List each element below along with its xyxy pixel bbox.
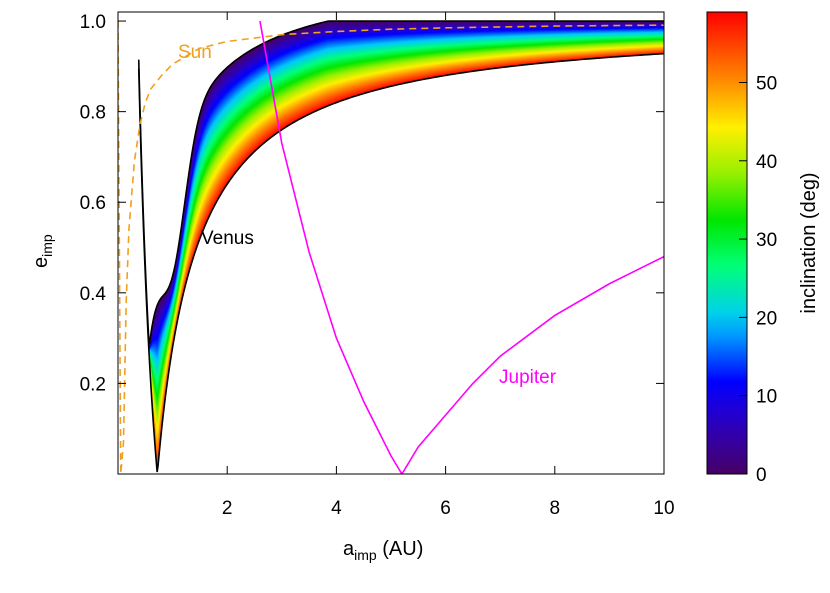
y-axis-label: eimp	[30, 234, 55, 268]
curve-jupiter	[259, 20, 664, 474]
x-tick-label: 4	[331, 498, 342, 519]
colorbar-label: inclination (deg)	[798, 172, 820, 313]
sun-label: Sun	[178, 42, 212, 63]
colorbar-tick-label: 30	[756, 230, 777, 251]
curves	[118, 20, 664, 474]
colorbar-tick-label: 20	[756, 308, 777, 329]
venus-inclination-fill	[137, 20, 664, 473]
x-tick-label: 6	[440, 498, 451, 519]
venus-label: Venus	[201, 228, 254, 249]
colorbar-tick-label: 40	[756, 152, 777, 173]
y-tick-label: 0.4	[80, 284, 107, 305]
plot-frame	[117, 11, 665, 475]
y-tick-label: 0.6	[80, 193, 106, 214]
jupiter-label: Jupiter	[499, 367, 557, 388]
y-tick-label: 0.8	[80, 103, 106, 124]
colorbar-tick-label: 0	[756, 465, 767, 486]
colorbar-ticks: 0 10 20 30 40 50	[739, 73, 777, 486]
colorbar	[706, 11, 748, 475]
x-tick-label: 2	[222, 498, 233, 519]
venus-boundary-high	[137, 20, 664, 344]
axis-ticks: 2 4 6 8 10 0.2 0.4 0.6 0.8 1.0	[80, 12, 675, 519]
x-tick-label: 10	[653, 498, 674, 519]
y-tick-label: 1.0	[80, 12, 106, 33]
x-tick-label: 8	[550, 498, 561, 519]
colorbar-tick-label: 10	[756, 387, 777, 408]
y-tick-label: 0.2	[80, 374, 106, 395]
curve-sun	[118, 21, 664, 474]
colorbar-tick-label: 50	[756, 73, 777, 94]
x-axis-label: aimp (AU)	[343, 538, 423, 563]
venus-boundary-low	[137, 52, 664, 473]
